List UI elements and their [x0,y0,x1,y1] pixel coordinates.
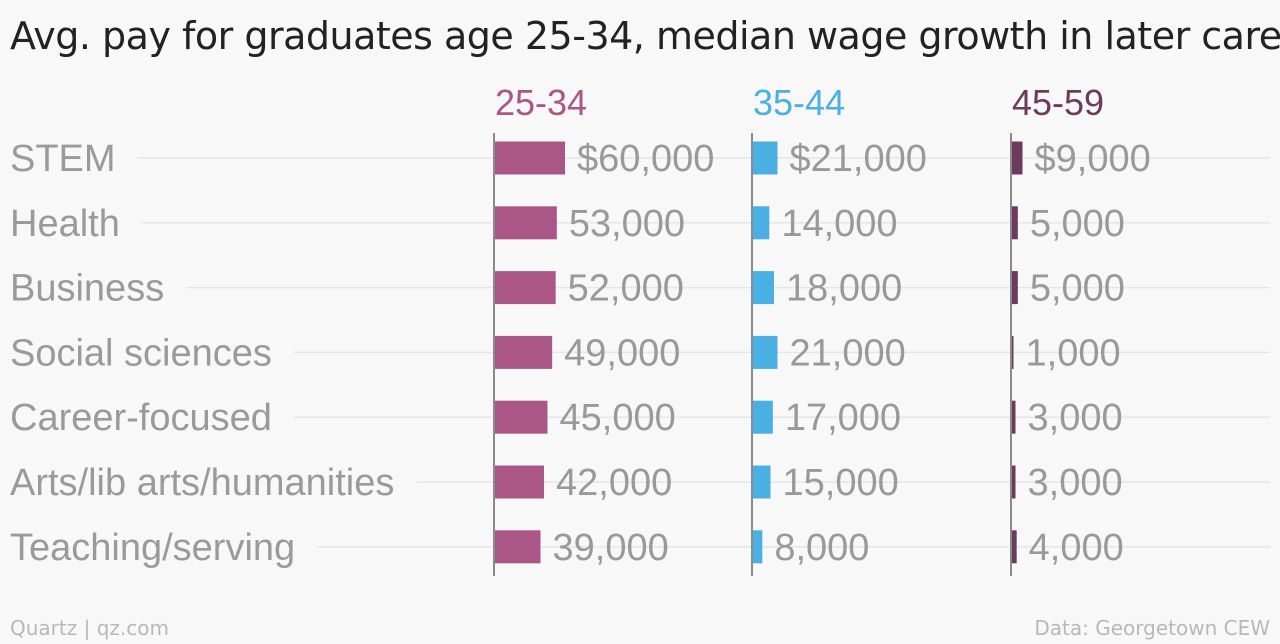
bar-0-6 [495,530,541,564]
value-label-1-4: 17,000 [785,397,901,439]
value-label-2-2: 5,000 [1030,268,1125,310]
bar-2-1 [1012,206,1018,240]
value-label-0-6: 39,000 [553,527,669,569]
value-label-1-0: $21,000 [790,138,927,180]
value-label-2-3: 1,000 [1026,332,1121,374]
bar-1-4 [753,400,773,434]
bar-2-4 [1012,400,1016,434]
bar-2-6 [1012,530,1017,564]
chart-title: Avg. pay for graduates age 25-34, median… [10,14,1280,58]
bar-2-5 [1012,465,1016,499]
value-label-2-6: 4,000 [1029,527,1124,569]
category-label-5: Arts/lib arts/humanities [10,462,394,504]
value-label-2-4: 3,000 [1028,397,1123,439]
bar-1-3 [753,335,778,369]
category-label-2: Business [10,268,164,310]
bar-2-3 [1012,335,1014,369]
bar-1-6 [753,530,763,564]
value-label-1-3: 21,000 [790,332,906,374]
bar-1-0 [753,141,778,175]
bar-2-0 [1012,141,1023,175]
category-label-3: Social sciences [10,332,272,374]
category-label-6: Teaching/serving [10,527,295,569]
category-label-0: STEM [10,138,116,180]
value-label-1-6: 8,000 [774,527,869,569]
bar-0-4 [495,400,548,434]
value-label-1-2: 18,000 [786,268,902,310]
value-label-2-1: 5,000 [1030,203,1125,245]
bar-1-1 [753,206,770,240]
series-header-1: 35-44 [753,82,845,123]
bar-0-2 [495,271,556,305]
bar-1-5 [753,465,771,499]
series-header-2: 45-59 [1012,82,1104,123]
value-label-0-3: 49,000 [564,332,680,374]
value-label-2-5: 3,000 [1028,462,1123,504]
bar-0-5 [495,465,544,499]
bar-0-1 [495,206,557,240]
category-label-4: Career-focused [10,397,272,439]
value-label-0-0: $60,000 [577,138,714,180]
value-label-0-2: 52,000 [568,268,684,310]
value-label-1-5: 15,000 [783,462,899,504]
source-credit: Quartz | qz.com [10,616,169,640]
value-label-0-1: 53,000 [569,203,685,245]
value-label-2-0: $9,000 [1035,138,1151,180]
value-label-1-1: 14,000 [781,203,897,245]
value-label-0-5: 42,000 [556,462,672,504]
bar-0-0 [495,141,565,175]
series-header-0: 25-34 [495,82,587,123]
bar-2-2 [1012,271,1018,305]
bar-0-3 [495,335,553,369]
bar-1-2 [753,271,774,305]
category-label-1: Health [10,203,120,245]
value-label-0-4: 45,000 [560,397,676,439]
data-source: Data: Georgetown CEW [1034,616,1270,640]
